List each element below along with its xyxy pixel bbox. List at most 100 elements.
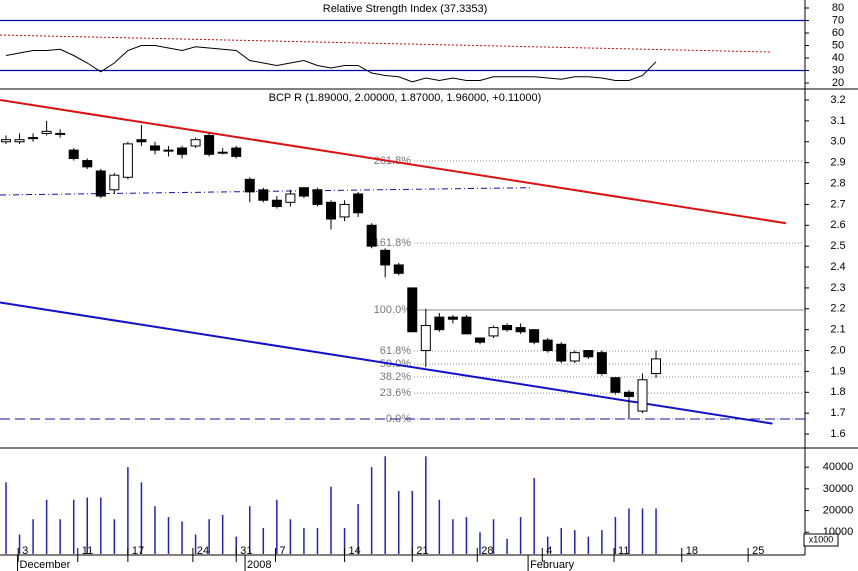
y-tick-label: 2.0 — [830, 344, 845, 356]
candle-body — [596, 352, 607, 375]
y-tick-label: 2.5 — [830, 240, 845, 252]
month-label: 2008 — [247, 559, 271, 571]
candle-body — [136, 139, 147, 143]
volume-unit: x1000 — [809, 534, 834, 544]
candle-body — [190, 139, 201, 147]
y-tick-label: 1.9 — [830, 365, 845, 377]
x-tick-label: 7 — [279, 545, 285, 557]
x-tick-label: 21 — [416, 545, 428, 557]
x-tick-label: 28 — [481, 545, 493, 557]
candle-body — [407, 287, 418, 333]
candle-body — [502, 324, 513, 331]
y-tick-label: 3.2 — [830, 94, 845, 106]
y-tick-label: 40 — [832, 52, 844, 64]
candle-body — [285, 193, 296, 203]
candle-body — [583, 350, 594, 358]
candle-body — [326, 201, 337, 220]
y-tick-label: 2.2 — [830, 303, 845, 315]
trend-line — [0, 99, 787, 225]
candle-body — [312, 189, 323, 205]
y-tick-label: 3.1 — [830, 115, 845, 127]
candle-body — [610, 377, 621, 393]
y-tick-label: 2.9 — [830, 157, 845, 169]
y-tick-label: 30 — [832, 64, 844, 76]
y-tick-label: 2.6 — [830, 219, 845, 231]
rsi-average — [0, 34, 770, 53]
candle-body — [0, 139, 11, 143]
rsi-line — [5, 45, 657, 83]
candle-body — [95, 170, 106, 197]
y-tick-label: 20 — [832, 77, 844, 89]
candle-body — [556, 343, 567, 362]
candle-body — [529, 329, 540, 343]
rsi-title: Relative Strength Index (37.3353) — [323, 3, 488, 15]
x-tick-label: 18 — [686, 545, 698, 557]
candle-body — [569, 352, 580, 362]
candle-body — [623, 391, 634, 397]
candle-body — [542, 339, 553, 352]
fib-label: 161.8% — [374, 237, 412, 249]
candle-body — [488, 327, 499, 337]
y-tick-label: 30000 — [823, 483, 854, 495]
y-tick-label: 3.0 — [830, 136, 845, 148]
candle-body — [68, 149, 79, 159]
candle-body — [298, 187, 309, 197]
y-tick-label: 2.7 — [830, 198, 845, 210]
month-label: February — [530, 559, 575, 571]
month-label: December — [20, 559, 71, 571]
candle-body — [447, 316, 458, 320]
y-tick-label: 2.8 — [830, 177, 845, 189]
y-tick-label: 2.1 — [830, 324, 845, 336]
x-tick-label: 3 — [22, 545, 28, 557]
candle-body — [14, 139, 25, 143]
fib-label: 61.8% — [380, 345, 411, 357]
candle-body — [637, 379, 648, 412]
x-tick-label: 25 — [752, 545, 764, 557]
candle-body — [651, 358, 662, 375]
candle-body — [204, 135, 215, 155]
candle-body — [231, 147, 242, 157]
candle-body — [271, 199, 282, 207]
x-tick-label: 24 — [197, 545, 209, 557]
candle-body — [474, 337, 485, 343]
candle-body — [82, 160, 93, 168]
x-tick-label: 17 — [132, 545, 144, 557]
y-tick-label: 2.4 — [830, 261, 845, 273]
x-tick-label: 11 — [618, 545, 629, 557]
candle-body — [109, 174, 120, 191]
y-tick-label: 2.3 — [830, 282, 845, 294]
y-tick-label: 60 — [832, 27, 844, 39]
price-title: BCP R (1.89000, 2.00000, 1.87000, 1.9600… — [269, 92, 542, 104]
candle-body — [339, 203, 350, 218]
x-tick-label: 11 — [82, 545, 93, 557]
y-tick-label: 80 — [832, 2, 844, 14]
y-tick-label: 20000 — [823, 504, 854, 516]
unit-box — [803, 533, 839, 547]
candle-body — [177, 147, 188, 155]
candle-body — [393, 264, 404, 274]
x-tick-label: 4 — [546, 545, 552, 557]
candle-body — [122, 143, 133, 178]
candle-body — [149, 145, 160, 151]
candle-body — [380, 249, 391, 266]
y-tick-label: 1.8 — [830, 386, 845, 398]
x-tick-label: 14 — [349, 545, 361, 557]
y-tick-label: 1.7 — [830, 407, 845, 419]
y-tick-label: 50 — [832, 39, 844, 51]
candle-body — [366, 224, 377, 247]
candle-body — [163, 149, 174, 152]
fib-label: 23.6% — [380, 387, 411, 399]
candle-body — [515, 327, 526, 333]
candle-body — [244, 178, 255, 193]
candle-body — [217, 151, 228, 154]
candle-body — [353, 193, 364, 214]
candle-body — [41, 130, 52, 134]
candle-body — [461, 316, 472, 335]
fib-label: 100.0% — [374, 304, 412, 316]
candle-body — [55, 132, 66, 135]
candle-body — [420, 324, 431, 352]
candle-body — [258, 189, 269, 201]
y-tick-label: 70 — [832, 14, 844, 26]
